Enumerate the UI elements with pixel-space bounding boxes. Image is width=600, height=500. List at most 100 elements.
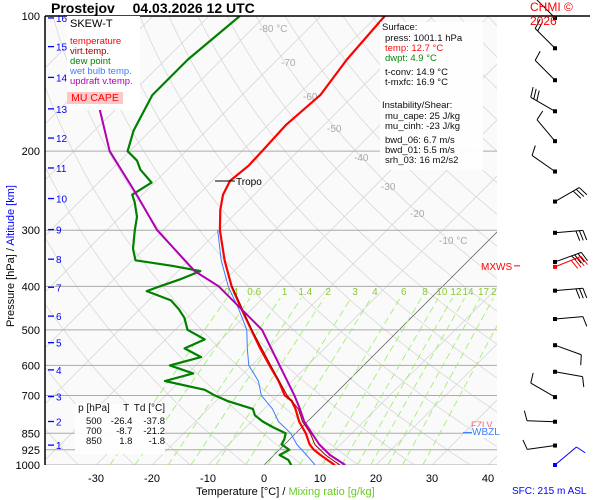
title: Prostejov 04.03.2026 12 UTC — [51, 0, 255, 16]
barb-station-dot — [553, 78, 557, 83]
barb-tick — [578, 288, 584, 299]
wind-barb — [553, 229, 588, 241]
temperature-tick-label: 30 — [426, 473, 438, 485]
instability-title: Instability/Shear: — [382, 100, 453, 111]
altitude-tick-label: 14 — [56, 73, 68, 84]
temperature-label: Temperature [°C] — [196, 486, 280, 498]
dry-adiabat — [517, 16, 600, 465]
barb-tick — [536, 110, 544, 120]
barb-station-dot — [553, 139, 557, 144]
barb-tick — [533, 88, 537, 100]
altitude-tick-label: 16 — [56, 14, 68, 25]
col-t: T — [123, 403, 130, 414]
profile-curves — [90, 16, 386, 465]
barb-tick — [576, 446, 586, 454]
mixing-ratio-label: Mixing ratio [g/kg] — [288, 486, 375, 498]
isotherm-label: -10 °C — [439, 236, 467, 247]
dry-adiabat — [284, 16, 497, 247]
isotherm — [319, 287, 497, 465]
isotherm-label: -30 — [381, 182, 396, 193]
mixing-ratio-line — [422, 324, 497, 465]
separator: / — [282, 486, 286, 498]
barb-station-dot — [553, 15, 557, 20]
series-wet-bulb-temp-line — [217, 230, 316, 465]
barb-station-dot — [553, 46, 557, 51]
datetime: 04.03.2026 12 UTC — [132, 0, 255, 16]
mixing-ratio-line — [370, 297, 465, 465]
barb-station-dot — [553, 288, 557, 293]
wind-barb — [536, 110, 557, 144]
mixing-ratio-label: 4 — [372, 287, 378, 298]
altitude-tick-label: 3 — [56, 393, 62, 404]
pressure-tick-label: 500 — [22, 325, 40, 337]
barb-station-dot — [553, 419, 557, 424]
mxws-label: MXWS — [481, 262, 513, 273]
isotherm — [151, 119, 497, 465]
surface-title: Surface: — [382, 22, 418, 33]
altitude-tick-label: 11 — [56, 164, 67, 175]
table-row: 500 -26.4 -37.8 — [75, 417, 165, 427]
cell: 500 — [85, 416, 102, 427]
y-axis-title: Pressure [hPa] / Altitude [km] — [5, 161, 17, 351]
cell: -21.2 — [143, 426, 165, 437]
pressure-tick-label: 850 — [22, 428, 40, 440]
mixing-ratio-label: 1 — [282, 287, 288, 298]
barb-tick — [534, 50, 541, 61]
pressure-tick-label: 100 — [22, 11, 40, 23]
isotherm — [45, 16, 434, 405]
surface-dwpt: dwpt: 4.9 °C — [385, 53, 437, 64]
isotherm-label: -20 — [410, 209, 425, 220]
altitude-tick-label: 7 — [56, 283, 62, 294]
temperature-tick-label: 20 — [370, 473, 382, 485]
temperature-tick-label: 0 — [261, 473, 267, 485]
wind-barb — [553, 187, 588, 204]
barb-station-dot — [553, 443, 557, 448]
col-p: p [hPa] — [78, 403, 110, 414]
barb-station-dot — [553, 199, 557, 204]
wind-barb — [553, 369, 585, 388]
barb-tick — [577, 253, 585, 263]
altitude-label: Altitude [km] — [5, 185, 17, 246]
barb-tick — [530, 372, 534, 384]
isotherm-label: -60 — [303, 92, 318, 103]
mixing-ratio-label: 3 — [352, 287, 358, 298]
barb-tick — [575, 188, 585, 197]
barb-staff — [554, 229, 583, 234]
legend-title: SKEW-T — [70, 18, 113, 30]
col-td: Td [°C] — [133, 403, 166, 414]
wind-barbs — [522, 0, 588, 467]
wind-barb — [534, 50, 557, 83]
altitude-tick-label: 1 — [56, 441, 62, 452]
altitude-tick-label: 4 — [56, 366, 62, 377]
isotherm-label: -40 — [354, 153, 369, 164]
barb-station-dot — [553, 109, 557, 114]
dry-adiabat — [168, 16, 497, 379]
barb-tick — [582, 230, 588, 241]
legend-dew-point: dew point — [70, 56, 111, 67]
mixing-ratio-label: 10 — [436, 287, 448, 298]
pressure-tick-label: 700 — [22, 390, 40, 402]
wind-barb — [553, 446, 586, 467]
barb-tick — [570, 259, 579, 269]
mixing-ratio-label: 0.6 — [247, 287, 261, 298]
legend-virt-temp: virt.temp. — [70, 46, 110, 57]
cell: -1.8 — [148, 436, 165, 447]
barb-staff — [554, 287, 583, 292]
barb-tick — [537, 21, 544, 32]
pressure-tick-label: 300 — [22, 225, 40, 237]
srh-03: srh_03: 16 m2/s2 — [385, 155, 459, 166]
pressure-tick-label: 600 — [22, 360, 40, 372]
barb-station-dot — [553, 169, 557, 174]
legend-wet-bulb: wet bulb temp. — [70, 66, 132, 77]
isotherm-label: -80 °C — [259, 24, 287, 35]
barb-tick — [582, 376, 585, 388]
barb-staff — [554, 371, 583, 378]
barb-staff — [536, 0, 556, 19]
barb-staff — [534, 60, 556, 81]
surface-tconv: t-conv: 14.9 °C — [385, 67, 448, 78]
pressure-tick-label: 1000 — [16, 460, 40, 472]
wind-barb — [530, 372, 557, 400]
separator: / — [5, 248, 17, 252]
barb-station-dot — [553, 259, 557, 264]
barb-tick — [522, 439, 528, 450]
